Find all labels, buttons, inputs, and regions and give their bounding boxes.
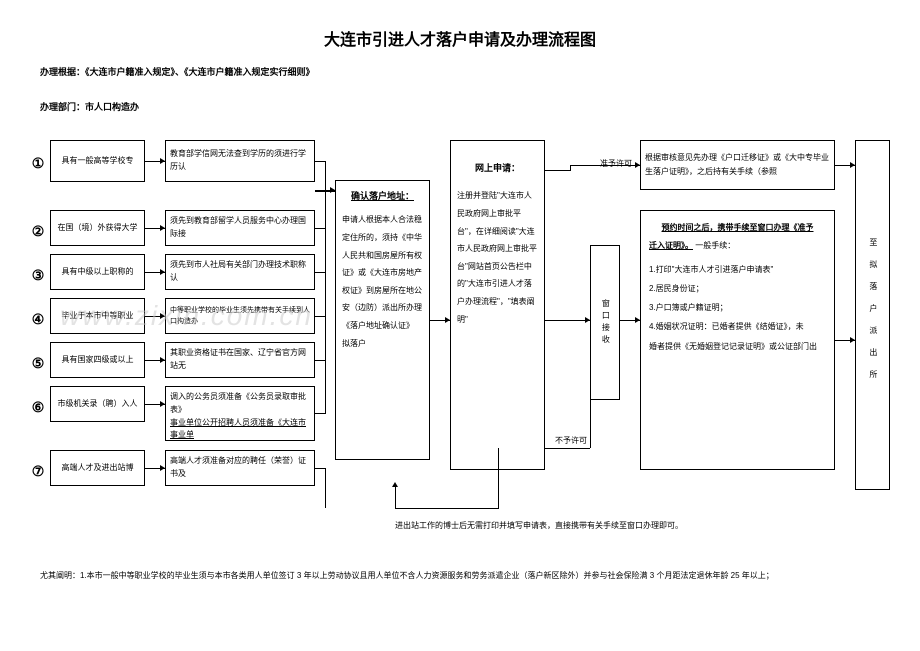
- final-label: 至拟落户派出所: [866, 238, 879, 392]
- num-4: ④: [28, 311, 48, 328]
- appoint-title: 预约时间之后，携带手续至窗口办理《准予: [649, 221, 826, 235]
- window-box: 窗口接收: [590, 245, 620, 400]
- appoint-title2-row: 迁入证明》。 一般手续：: [649, 239, 826, 253]
- footnote-2: 进出站工作的博士后无需打印并填写申请表，直接携带有关手续至窗口办理即可。: [395, 520, 745, 531]
- subtitle-basis: 办理根据：《大连市户籍准入规定》、《大连市户籍准入规定实行细则》: [40, 65, 315, 78]
- final-box: 至拟落户派出所: [855, 140, 890, 490]
- sec-box-4: 中等职业学校的毕业生须先携带有关手续到人口构造办: [165, 298, 315, 334]
- permit-label: 准予许可: [600, 158, 632, 169]
- appoint-item-2: 2.居民身份证；: [649, 279, 826, 298]
- appoint-item-1: 1.打印"大连市人才引进落户申请表": [649, 260, 826, 279]
- top-right-box: 根据审核意见先办理《户口迁移证》或《大中专毕业生落户证明》，之后持有关手续（参照: [640, 140, 835, 190]
- sec-box-6-a: 调入的公务员须准备《公务员录取审批表》: [170, 391, 310, 417]
- left-box-4: 毕业于本市中等职业: [50, 298, 145, 334]
- sec-box-6: 调入的公务员须准备《公务员录取审批表》 事业单位公开招聘人员须准备《大连市事业单: [165, 386, 315, 441]
- num-6: ⑥: [28, 399, 48, 416]
- left-box-5: 具有国家四级或以上: [50, 342, 145, 378]
- page-title: 大连市引进人才落户申请及办理流程图: [0, 26, 920, 50]
- appoint-general: 一般手续：: [695, 241, 735, 250]
- footnote-1: 尤其阐明：1.本市一般中等职业学校的毕业生须与本市各类用人单位签订 3 年以上劳…: [40, 570, 880, 581]
- appoint-last: 婚者提供《无婚姻登记记录证明》或公证部门出: [649, 337, 826, 356]
- num-2: ②: [28, 223, 48, 240]
- window-label: 窗口接收: [599, 299, 612, 347]
- sec-box-2: 须先到教育部留学人员服务中心办理国际接: [165, 210, 315, 246]
- num-3: ③: [28, 267, 48, 284]
- appoint-box: 预约时间之后，携带手续至窗口办理《准予 迁入证明》。 一般手续： 1.打印"大连…: [640, 210, 835, 470]
- left-box-7: 高端人才及进出站博: [50, 450, 145, 486]
- apply-body: 注册并登陆"大连市人民政府网上审批平台"，在详细阅读"大连市人民政府网上审批平台…: [457, 187, 538, 328]
- apply-box: 网上申请： 注册并登陆"大连市人民政府网上审批平台"，在详细阅读"大连市人民政府…: [450, 140, 545, 470]
- sec-box-3: 须先到市人社局有关部门办理技术职称认: [165, 254, 315, 290]
- sec-box-7: 高端人才须准备对应的聘任（荣誉）证书及: [165, 450, 315, 486]
- left-box-1: 具有一般高等学校专: [50, 140, 145, 182]
- appoint-title2: 迁入证明》。: [649, 241, 693, 250]
- apply-title: 网上申请：: [457, 161, 538, 175]
- num-1: ①: [28, 155, 48, 172]
- subtitle-dept: 办理部门：市人口构造办: [40, 100, 139, 113]
- num-5: ⑤: [28, 355, 48, 372]
- confirm-box: 确认落户地址： 申请人根据本人合法稳定住所的，须持《中华人民共和国房屋所有权证》…: [335, 180, 430, 460]
- sec-box-5: 其职业资格证书在国家、辽宁省官方网站无: [165, 342, 315, 378]
- sec-box-6-b: 事业单位公开招聘人员须准备《大连市事业单: [170, 417, 310, 443]
- left-box-3: 具有中级以上职称的: [50, 254, 145, 290]
- appoint-item-4: 4.婚姻状况证明：已婚者提供《结婚证》，未: [649, 317, 826, 336]
- deny-label: 不予许可: [555, 435, 587, 446]
- num-7: ⑦: [28, 463, 48, 480]
- appoint-item-3: 3.户口簿或户籍证明；: [649, 298, 826, 317]
- sec-box-1: 教育部学信网无法查到学历的须进行学历认: [165, 140, 315, 182]
- confirm-title: 确认落户地址：: [342, 189, 423, 203]
- left-box-2: 在国（境）外获得大学: [50, 210, 145, 246]
- confirm-body: 申请人根据本人合法稳定住所的，须持《中华人民共和国房屋所有权证》或《大连市房地产…: [342, 211, 423, 352]
- left-box-6: 市级机关录（聘）入人: [50, 386, 145, 422]
